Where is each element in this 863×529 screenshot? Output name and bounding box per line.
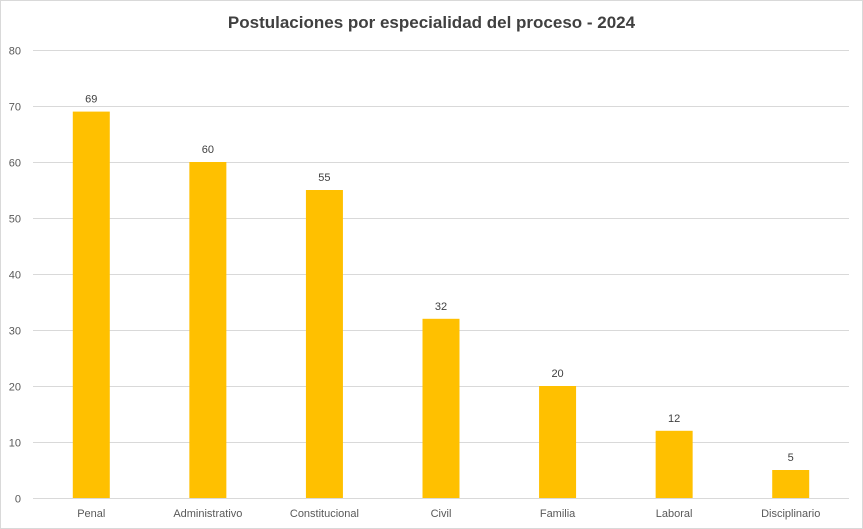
- x-tick-label-civil: Civil: [431, 508, 452, 520]
- x-tick-label-familia: Familia: [540, 508, 576, 520]
- x-tick-label-disciplinario: Disciplinario: [761, 508, 820, 520]
- y-tick-label-30: 30: [9, 326, 21, 338]
- y-tick-label-60: 60: [9, 158, 21, 170]
- chart-title: Postulaciones por especialidad del proce…: [227, 13, 636, 32]
- y-tick-label-0: 0: [15, 494, 21, 506]
- bar-administrativo: [189, 162, 227, 498]
- data-label-administrativo: 60: [202, 144, 214, 156]
- bar-disciplinario: [772, 470, 810, 498]
- y-tick-label-40: 40: [9, 270, 21, 282]
- y-tick-label-70: 70: [9, 102, 21, 114]
- data-label-laboral: 12: [668, 413, 680, 425]
- x-tick-label-administrativo: Administrativo: [173, 508, 242, 520]
- x-tick-label-laboral: Laboral: [656, 508, 693, 520]
- bar-laboral: [655, 430, 693, 498]
- data-label-penal: 69: [85, 94, 97, 106]
- bar-familia: [539, 386, 577, 498]
- y-tick-label-10: 10: [9, 438, 21, 450]
- x-tick-label-constitucional: Constitucional: [290, 508, 359, 520]
- data-label-familia: 20: [551, 368, 563, 380]
- x-tick-label-penal: Penal: [77, 508, 105, 520]
- bar-constitucional: [305, 190, 343, 498]
- y-tick-label-50: 50: [9, 214, 21, 226]
- bar-civil: [422, 318, 460, 498]
- data-label-civil: 32: [435, 301, 447, 313]
- data-label-disciplinario: 5: [788, 452, 794, 464]
- y-tick-label-20: 20: [9, 382, 21, 394]
- data-label-constitucional: 55: [318, 172, 330, 184]
- bar-penal: [72, 111, 110, 498]
- y-tick-label-80: 80: [9, 46, 21, 58]
